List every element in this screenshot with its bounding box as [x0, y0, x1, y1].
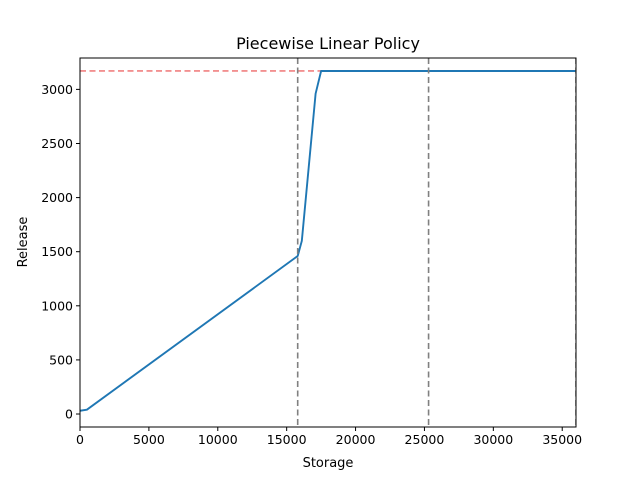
x-tick-label: 30000: [473, 432, 513, 447]
y-tick-label: 2000: [41, 190, 73, 205]
y-axis-label: Release: [16, 217, 31, 268]
series-line-0: [80, 70, 576, 412]
x-tick-label: 10000: [198, 432, 238, 447]
x-tick-label: 35000: [542, 432, 582, 447]
y-tick-label: 500: [49, 352, 73, 367]
y-tick-label: 1000: [41, 298, 73, 313]
x-tick-label: 20000: [336, 432, 376, 447]
axes-frame: [79, 57, 577, 428]
x-axis-label: Storage: [303, 456, 354, 471]
x-tick-label: 25000: [405, 432, 445, 447]
x-tick-label: 5000: [133, 432, 165, 447]
y-tick-label: 2500: [41, 136, 73, 151]
chart-title: Piecewise Linear Policy: [236, 34, 420, 53]
y-tick-label: 3000: [41, 82, 73, 97]
x-tick-label: 15000: [267, 432, 307, 447]
x-tick-label: 0: [76, 432, 84, 447]
y-tick-label: 1500: [41, 244, 73, 259]
y-tick-label: 0: [65, 407, 73, 422]
plot-area: [80, 58, 576, 427]
